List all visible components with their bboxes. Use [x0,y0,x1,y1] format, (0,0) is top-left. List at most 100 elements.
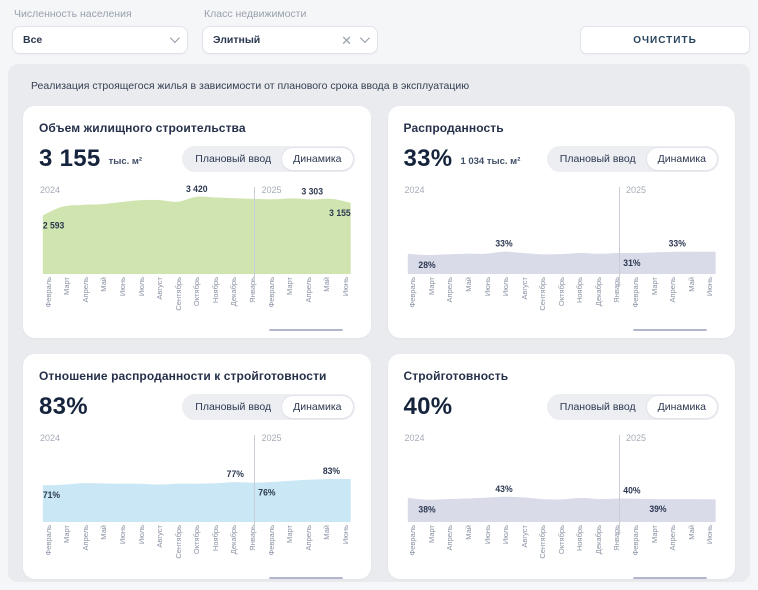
year-label-2024: 2024 [405,433,425,443]
area-chart: 2024 2025 71%77%76%83% ФевральМартАпрель… [39,434,355,579]
year-divider-line [619,187,620,287]
month-tick: Апрель [663,525,682,550]
month-tick: Август [150,525,169,548]
svg-text:77%: 77% [227,469,244,479]
month-tick: Апрель [299,277,318,302]
area-chart: 2024 2025 38%43%40%39% ФевральМартАпрель… [404,434,720,579]
chart-scrollbar-thumb[interactable] [633,577,707,579]
month-tick: Февраль [626,277,645,307]
month-tick: Апрель [441,525,460,550]
month-tick: Февраль [39,525,58,555]
svg-text:38%: 38% [418,505,435,515]
month-tick: Март [422,277,441,295]
month-tick: Ноябрь [206,277,225,303]
population-filter-label: Численность населения [14,8,188,20]
clear-x-icon[interactable]: ✕ [341,34,352,47]
clear-filters-button[interactable]: ОЧИСТИТЬ [580,26,750,54]
chevron-down-icon[interactable] [360,35,367,46]
month-tick: Май [682,525,701,540]
card-title: Объем жилищного строительства [39,121,355,135]
month-tick: Октябрь [552,525,571,554]
area-chart-svg: 71%77%76%83% [39,434,355,522]
month-tick: Март [645,277,664,295]
property-class-select-value: Элитный [213,34,333,46]
month-tick: Июнь [478,525,497,544]
area-chart: 2024 2025 2 5933 4203 3033 155 ФевральМа… [39,186,355,331]
month-tick: Январь [243,525,262,551]
kpi-value: 3 155 [39,145,101,173]
toggle-dynamics[interactable]: Динамика [282,148,352,170]
toggle-planned-input[interactable]: Плановый ввод [184,396,282,418]
month-tick: Январь [608,277,627,303]
year-divider-line [254,187,255,287]
section-title: Реализация строящегося жилья в зависимос… [31,80,735,92]
month-tick: Май [459,277,478,292]
month-axis: ФевральМартАпрельМайИюньИюльАвгустСентяб… [39,525,355,575]
kpi-unit: тыс. м² [109,156,143,167]
chevron-down-icon[interactable] [170,35,177,46]
area-chart-svg: 28%33%31%33% [404,186,720,274]
svg-text:3 420: 3 420 [186,184,208,194]
month-tick: Июнь [336,525,355,544]
dashboard-panel: Реализация строящегося жилья в зависимос… [8,64,750,582]
card-sold-to-readiness-ratio: Отношение распроданности к стройготовнос… [23,354,371,579]
month-tick: Декабрь [225,525,244,554]
toggle-dynamics[interactable]: Динамика [282,396,352,418]
toggle-planned-input[interactable]: Плановый ввод [549,148,647,170]
svg-text:3 303: 3 303 [301,186,323,196]
population-filter-group: Численность населения Все [12,6,188,54]
svg-text:43%: 43% [495,484,512,494]
svg-text:71%: 71% [43,490,60,500]
chart-scrollbar-thumb[interactable] [633,329,707,331]
svg-text:2 593: 2 593 [43,220,65,230]
month-tick: Февраль [262,525,281,555]
filter-bar: Численность населения Все Класс недвижим… [0,0,758,64]
month-tick: Февраль [626,525,645,555]
month-tick: Декабрь [225,277,244,306]
toggle-planned-input[interactable]: Плановый ввод [184,148,282,170]
svg-text:31%: 31% [623,258,640,268]
view-toggle: Плановый ввод Динамика [182,146,354,172]
month-tick: Июль [132,277,151,296]
population-select[interactable]: Все [12,26,188,54]
month-tick: Июнь [701,525,720,544]
month-tick: Август [515,525,534,548]
month-tick: Март [58,525,77,543]
month-tick: Февраль [404,525,423,555]
month-tick: Сентябрь [533,525,552,559]
svg-text:83%: 83% [323,466,340,476]
month-tick: Август [150,277,169,300]
month-tick: Март [58,277,77,295]
month-tick: Октябрь [188,525,207,554]
card-construction-volume: Объем жилищного строительства 3 155 тыс.… [23,106,371,338]
kpi-value: 40% [404,393,453,421]
month-tick: Июнь [478,277,497,296]
svg-text:40%: 40% [623,485,640,495]
toggle-dynamics[interactable]: Динамика [647,396,717,418]
svg-text:39%: 39% [649,504,666,514]
month-axis: ФевральМартАпрельМайИюньИюльАвгустСентяб… [404,525,720,575]
chart-scrollbar-thumb[interactable] [269,577,343,579]
month-tick: Июль [496,277,515,296]
property-class-select[interactable]: Элитный ✕ [202,26,378,54]
year-label-2025: 2025 [261,185,281,195]
card-title: Стройготовность [404,369,720,383]
month-tick: Июль [496,525,515,544]
svg-text:33%: 33% [668,239,685,249]
toggle-planned-input[interactable]: Плановый ввод [549,396,647,418]
month-tick: Ноябрь [206,525,225,551]
toggle-dynamics[interactable]: Динамика [647,148,717,170]
view-toggle: Плановый ввод Динамика [547,394,719,420]
month-tick: Февраль [404,277,423,307]
month-tick: Июнь [113,277,132,296]
card-construction-readiness: Стройготовность 40% Плановый ввод Динами… [388,354,736,579]
month-tick: Январь [608,525,627,551]
month-tick: Апрель [441,277,460,302]
property-class-filter-group: Класс недвижимости Элитный ✕ [202,6,378,54]
cards-grid: Объем жилищного строительства 3 155 тыс.… [23,106,735,579]
month-tick: Июнь [113,525,132,544]
chart-scrollbar-thumb[interactable] [269,329,343,331]
month-tick: Февраль [39,277,58,307]
kpi-unit: 1 034 тыс. м² [460,156,520,167]
property-class-filter-label: Класс недвижимости [204,8,378,20]
